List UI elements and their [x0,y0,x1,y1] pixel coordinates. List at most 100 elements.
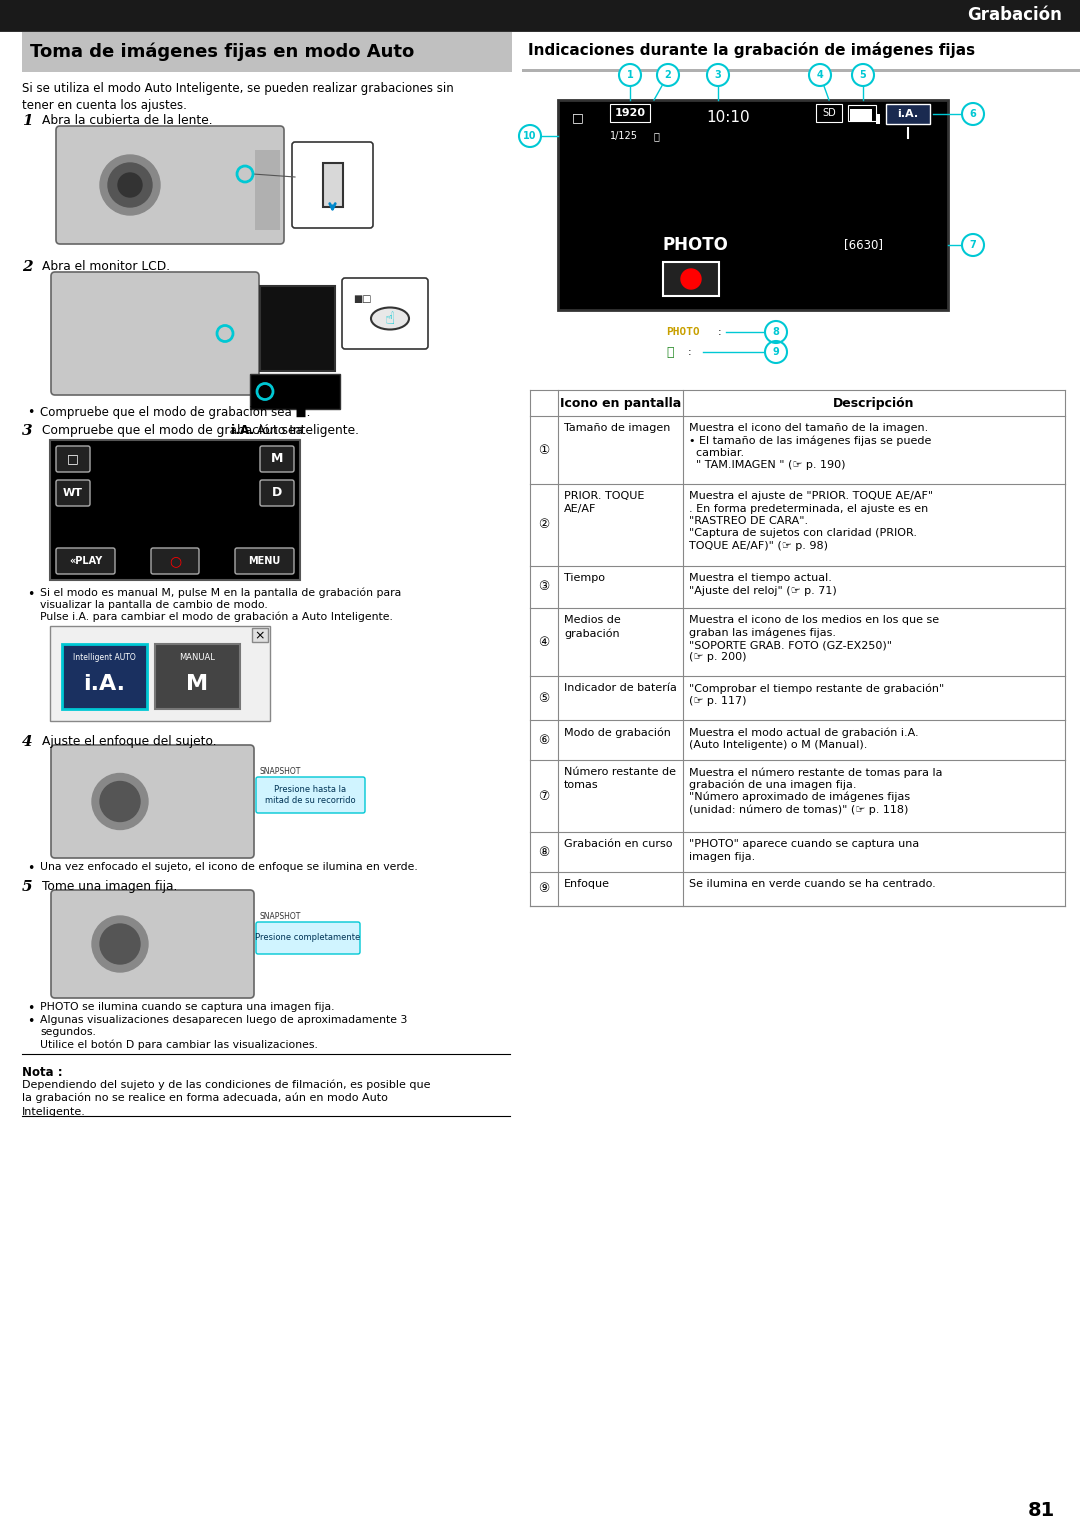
Text: 8: 8 [772,327,780,337]
Text: Nota :: Nota : [22,1066,63,1080]
Text: :: : [688,347,691,357]
Text: ⑥: ⑥ [538,733,550,747]
FancyBboxPatch shape [342,278,428,350]
Text: Tome una imagen fija.: Tome una imagen fija. [42,880,177,893]
Circle shape [519,125,541,147]
Text: i.A.: i.A. [83,675,125,695]
Text: Indicaciones durante la grabación de imágenes fijas: Indicaciones durante la grabación de imá… [528,43,975,58]
Bar [0,0,1080,31]
Text: grabación de una imagen fija.: grabación de una imagen fija. [689,779,856,789]
Text: Muestra el ajuste de "PRIOR. TOQUE AE/AF": Muestra el ajuste de "PRIOR. TOQUE AE/AF… [689,492,933,501]
Bar [522,69,1080,72]
FancyBboxPatch shape [56,479,90,505]
Bar [886,104,930,124]
Text: imagen fija.: imagen fija. [689,852,755,861]
Bar [249,374,340,409]
Bar [558,99,948,310]
Text: graban las imágenes fijas.: graban las imágenes fijas. [689,628,836,638]
Bar [260,286,335,371]
Text: •: • [27,863,35,875]
Text: Medios de
grabación: Medios de grabación [564,615,621,638]
Text: 4: 4 [816,70,823,79]
Text: "RASTREO DE CARA".: "RASTREO DE CARA". [689,516,808,525]
Text: 1: 1 [22,115,32,128]
Text: TOQUE AE/AF)" (☞ p. 98): TOQUE AE/AF)" (☞ p. 98) [689,541,828,551]
Text: 9: 9 [772,347,780,357]
Text: Icono en pantalla: Icono en pantalla [559,397,681,409]
Bar [610,104,650,122]
Text: •: • [27,1002,35,1015]
Text: □: □ [572,111,584,125]
Text: PHOTO: PHOTO [663,237,729,253]
Text: Pulse i.A. para cambiar el modo de grabación a Auto Inteligente.: Pulse i.A. para cambiar el modo de graba… [40,612,393,623]
Text: "Ajuste del reloj" (☞ p. 71): "Ajuste del reloj" (☞ p. 71) [689,585,837,596]
Text: M: M [271,452,283,466]
Text: [6630]: [6630] [843,238,883,252]
Text: 6: 6 [970,108,976,119]
FancyBboxPatch shape [151,548,199,574]
Circle shape [962,102,984,125]
Text: WT: WT [63,489,83,498]
Text: visualizar la pantalla de cambio de modo.: visualizar la pantalla de cambio de modo… [40,600,268,609]
Text: • El tamaño de las imágenes fijas se puede: • El tamaño de las imágenes fijas se pue… [689,435,931,446]
FancyBboxPatch shape [51,890,254,999]
FancyBboxPatch shape [56,548,114,574]
Text: ☝: ☝ [384,310,395,327]
Bar [255,150,280,231]
Text: (☞ p. 117): (☞ p. 117) [689,695,746,705]
Text: Muestra el icono de los medios en los que se: Muestra el icono de los medios en los qu… [689,615,940,625]
Text: ⑦: ⑦ [538,789,550,803]
Circle shape [852,64,874,86]
Text: ④: ④ [538,635,550,649]
Text: MANUAL: MANUAL [179,652,215,661]
Text: ②: ② [538,519,550,531]
Bar [50,440,300,580]
Text: 2: 2 [22,260,32,273]
Text: •: • [27,406,35,418]
Text: PHOTO se ilumina cuando se captura una imagen fija.: PHOTO se ilumina cuando se captura una i… [40,1002,335,1012]
Text: 1: 1 [626,70,633,79]
Text: . En forma predeterminada, el ajuste es en: . En forma predeterminada, el ajuste es … [689,504,928,513]
Text: 2: 2 [664,70,672,79]
Text: Abra el monitor LCD.: Abra el monitor LCD. [42,260,171,273]
Circle shape [707,64,729,86]
Text: 4: 4 [22,734,32,750]
Text: Se ilumina en verde cuando se ha centrado.: Se ilumina en verde cuando se ha centrad… [689,880,935,889]
Text: Algunas visualizaciones desaparecen luego de aproximadamente 3: Algunas visualizaciones desaparecen lueg… [40,1015,407,1025]
Text: "PHOTO" aparece cuando se captura una: "PHOTO" aparece cuando se captura una [689,838,919,849]
FancyBboxPatch shape [51,272,259,395]
Text: Toma de imágenes fijas en modo Auto: Toma de imágenes fijas en modo Auto [30,43,415,61]
Text: ①: ① [538,443,550,457]
Circle shape [118,173,141,197]
Circle shape [100,782,140,822]
Text: Tamaño de imagen: Tamaño de imagen [564,423,671,434]
Text: Dependiendo del sujeto y de las condiciones de filmación, es posible que
la grab: Dependiendo del sujeto y de las condicio… [22,1080,431,1116]
Text: Compruebe que el modo de grabación sea: Compruebe que el modo de grabación sea [42,425,307,437]
FancyBboxPatch shape [51,745,254,858]
Circle shape [92,916,148,973]
Text: M: M [187,675,208,695]
FancyBboxPatch shape [256,922,360,954]
Text: ○: ○ [168,554,181,568]
Ellipse shape [372,307,409,330]
Bar [62,644,147,709]
Bar [848,105,876,121]
FancyBboxPatch shape [256,777,365,812]
Text: (unidad: número de tomas)" (☞ p. 118): (unidad: número de tomas)" (☞ p. 118) [689,805,908,815]
Text: Tiempo: Tiempo [564,573,605,583]
Text: (☞ p. 200): (☞ p. 200) [689,652,746,663]
Text: 3: 3 [715,70,721,79]
Text: segundos.: segundos. [40,1028,96,1037]
Text: SD: SD [822,108,836,118]
Circle shape [657,64,679,86]
Text: " TAM.IMAGEN " (☞ p. 190): " TAM.IMAGEN " (☞ p. 190) [689,461,846,470]
Text: Auto Inteligente.: Auto Inteligente. [253,425,360,437]
Circle shape [100,924,140,964]
Circle shape [809,64,831,86]
Bar [663,263,719,296]
Text: Número restante de
tomas: Número restante de tomas [564,767,676,789]
Bar [323,163,342,208]
Text: ⑨: ⑨ [538,883,550,895]
Bar [252,628,268,641]
FancyBboxPatch shape [56,127,284,244]
